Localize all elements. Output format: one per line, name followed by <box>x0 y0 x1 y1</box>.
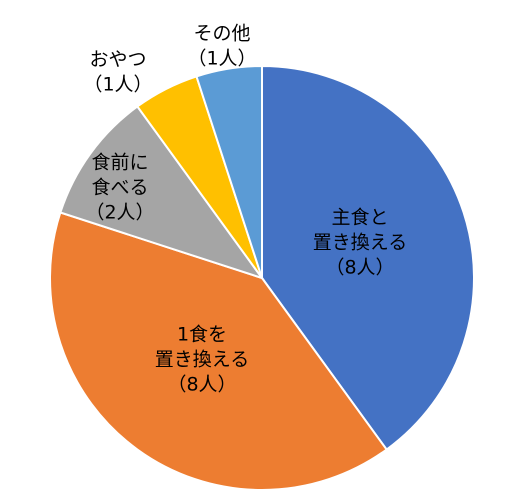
slice-label: 主食と <box>331 207 388 229</box>
slice-label: 食べる <box>91 177 148 199</box>
pie-slice <box>59 105 265 280</box>
slice-label: 置き換える <box>313 232 407 254</box>
slice-value-label: （8人） <box>325 257 394 279</box>
slice-value-label: （8人） <box>167 374 236 396</box>
pie-slice <box>261 64 475 451</box>
slice-label: 食前に <box>91 152 148 174</box>
slice-value-label: （2人） <box>85 202 154 224</box>
slice-value-label: （1人） <box>187 48 256 70</box>
slice-label: 1食を <box>177 324 227 346</box>
slice-value-label: （1人） <box>83 74 152 96</box>
slice-label: おやつ <box>89 49 146 71</box>
pie-slice <box>195 64 263 279</box>
pie-slice <box>49 211 389 491</box>
slice-label: 置き換える <box>155 349 249 371</box>
slice-label: その他 <box>193 23 250 45</box>
